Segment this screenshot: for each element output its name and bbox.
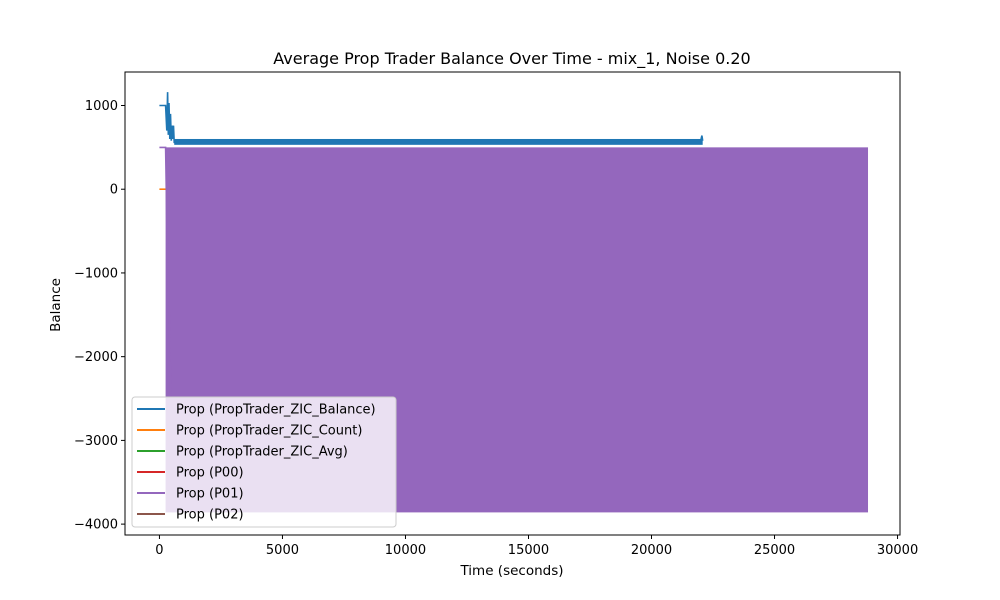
series-4-line xyxy=(159,146,174,513)
y-tick-label: −1000 xyxy=(74,266,118,281)
legend-label: Prop (PropTrader_ZIC_Count) xyxy=(176,424,362,439)
y-tick-label: −4000 xyxy=(74,518,118,533)
x-tick-label: 25000 xyxy=(754,543,795,558)
y-tick-label: −2000 xyxy=(74,350,118,365)
x-tick-label: 10000 xyxy=(385,543,426,558)
y-tick-label: 0 xyxy=(110,183,118,198)
legend: Prop (PropTrader_ZIC_Balance) Prop (PropT… xyxy=(131,396,397,528)
x-axis-title: Time (seconds) xyxy=(459,563,563,579)
axes-frame xyxy=(124,71,901,536)
series-0-band xyxy=(174,138,703,145)
y-axis-title: Balance xyxy=(48,278,64,332)
legend-label: Prop (P01) xyxy=(176,487,244,502)
x-tick-label: 15000 xyxy=(508,543,549,558)
chart-title: Average Prop Trader Balance Over Time - … xyxy=(273,49,750,69)
x-tick-label: 30000 xyxy=(877,543,918,558)
y-tick-label: −3000 xyxy=(74,434,118,449)
x-tick-label: 0 xyxy=(155,543,163,558)
legend-label: Prop (P02) xyxy=(176,508,244,523)
legend-label: Prop (PropTrader_ZIC_Avg) xyxy=(176,445,348,460)
x-tick-label: 20000 xyxy=(631,543,672,558)
series-0-line xyxy=(159,92,704,144)
axes: 0 5000 10000 15000 20000 25000 30000−4000−3000… xyxy=(74,71,918,558)
legend-label: Prop (P00) xyxy=(176,466,244,481)
y-tick-label: 1000 xyxy=(85,99,118,114)
legend-label: Prop (PropTrader_ZIC_Balance) xyxy=(176,403,376,418)
x-tick-label: 5000 xyxy=(266,543,299,558)
legend-box xyxy=(131,396,397,528)
